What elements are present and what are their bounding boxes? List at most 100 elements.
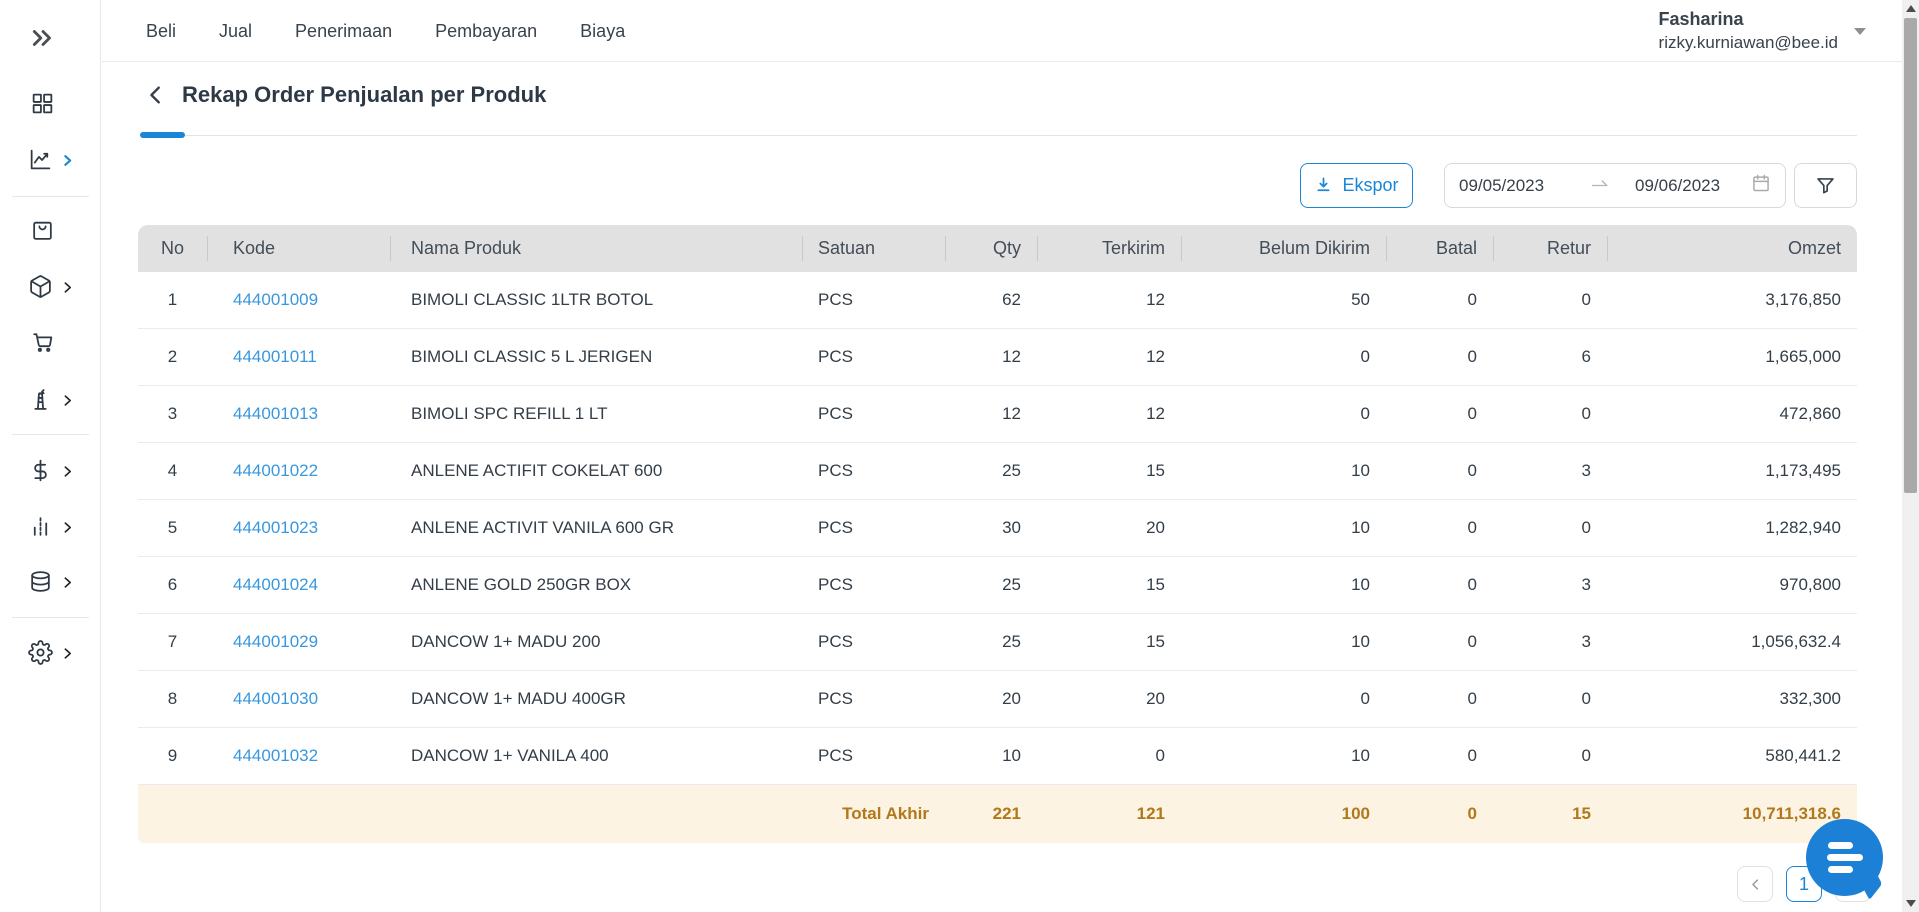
- user-menu[interactable]: Fasharina rizky.kurniawan@bee.id: [1659, 9, 1866, 53]
- sidebar-item-reports[interactable]: [0, 147, 101, 183]
- cell-terkirim: 15: [1037, 443, 1181, 500]
- product-code-link[interactable]: 444001029: [233, 632, 319, 651]
- sidebar-item-settings[interactable]: [0, 640, 101, 676]
- chevron-left-icon: [150, 86, 160, 104]
- cell-nama-produk: BIMOLI CLASSIC 1LTR BOTOL: [390, 272, 802, 329]
- cell-nama-produk: DANCOW 1+ MADU 400GR: [390, 671, 802, 728]
- table-row: 4 444001022 ANLENE ACTIFIT COKELAT 600 PCS 2…: [138, 443, 1857, 500]
- total-label: Total Akhir: [802, 785, 945, 843]
- cell-omzet: 332,300: [1607, 671, 1857, 728]
- product-code-link[interactable]: 444001011: [233, 347, 317, 366]
- nav-item-pembayaran[interactable]: Pembayaran: [435, 20, 538, 41]
- cell-nama-produk: ANLENE GOLD 250GR BOX: [390, 557, 802, 614]
- dollar-icon: [28, 458, 53, 488]
- cell-terkirim: 15: [1037, 557, 1181, 614]
- cell-nama-produk: ANLENE ACTIFIT COKELAT 600: [390, 443, 802, 500]
- cell-retur: 3: [1493, 557, 1607, 614]
- cell-belum-dikirim: 0: [1181, 329, 1386, 386]
- cell-belum-dikirim: 10: [1181, 614, 1386, 671]
- sidebar-item-products[interactable]: [0, 274, 101, 310]
- product-code-link[interactable]: 444001024: [233, 575, 319, 594]
- back-button[interactable]: [145, 84, 167, 106]
- product-code-link[interactable]: 444001022: [233, 461, 319, 480]
- column-header-nama-produk: Nama Produk: [390, 225, 802, 272]
- chevron-left-icon: [1751, 878, 1758, 890]
- column-header-terkirim: Terkirim: [1037, 225, 1181, 272]
- sidebar-item-manufacturing[interactable]: [0, 387, 101, 423]
- cell-batal: 0: [1386, 671, 1493, 728]
- top-navigation: Beli Jual Penerimaan Pembayaran Biaya: [146, 0, 625, 62]
- scrollbar-thumb[interactable]: [1904, 18, 1917, 493]
- product-code-link[interactable]: 444001032: [233, 746, 319, 765]
- product-code-link[interactable]: 444001030: [233, 689, 319, 708]
- chevron-right-icon: [61, 576, 74, 594]
- cell-qty: 25: [945, 614, 1037, 671]
- date-range-picker[interactable]: 09/05/2023 09/06/2023: [1444, 163, 1786, 208]
- double-chevron-right-icon: [30, 25, 56, 56]
- cell-omzet: 1,056,632.4: [1607, 614, 1857, 671]
- cell-qty: 62: [945, 272, 1037, 329]
- pagination-prev-button[interactable]: [1737, 866, 1773, 902]
- nav-item-beli[interactable]: Beli: [146, 20, 177, 41]
- cell-kode: 444001023: [207, 500, 390, 557]
- cell-terkirim: 12: [1037, 386, 1181, 443]
- table-row: 6 444001024 ANLENE GOLD 250GR BOX PCS 25 15 10…: [138, 557, 1857, 614]
- cell-retur: 6: [1493, 329, 1607, 386]
- product-code-link[interactable]: 444001023: [233, 518, 319, 537]
- cell-belum-dikirim: 0: [1181, 386, 1386, 443]
- cell-satuan: PCS: [802, 557, 945, 614]
- nav-item-biaya[interactable]: Biaya: [580, 20, 626, 41]
- filter-button[interactable]: [1794, 163, 1857, 208]
- cell-kode: 444001030: [207, 671, 390, 728]
- total-belum-dikirim: 100: [1181, 785, 1386, 843]
- cell-belum-dikirim: 0: [1181, 671, 1386, 728]
- product-code-link[interactable]: 444001013: [233, 404, 319, 423]
- nav-item-jual[interactable]: Jual: [219, 20, 253, 41]
- total-row: Total Akhir 221 121 100 0 15 10,711,318.6: [138, 785, 1857, 843]
- user-name: Fasharina: [1658, 9, 1744, 29]
- grid-icon: [30, 91, 55, 121]
- chevron-right-icon: [61, 154, 74, 172]
- date-start-input[interactable]: 09/05/2023: [1459, 175, 1545, 195]
- scroll-up-arrow[interactable]: [1902, 0, 1919, 17]
- date-end-input[interactable]: 09/06/2023: [1635, 175, 1721, 195]
- chat-widget-button[interactable]: [1806, 819, 1883, 896]
- sidebar-item-shop[interactable]: [0, 218, 101, 254]
- funnel-icon: [1817, 178, 1834, 194]
- cell-terkirim: 15: [1037, 614, 1181, 671]
- cell-retur: 0: [1493, 386, 1607, 443]
- cell-no: 4: [138, 443, 207, 500]
- total-qty: 221: [945, 785, 1037, 843]
- table-row: 3 444001013 BIMOLI SPC REFILL 1 LT PCS 12 12 0…: [138, 386, 1857, 443]
- sidebar-item-master-data[interactable]: [0, 569, 101, 605]
- cell-satuan: PCS: [802, 272, 945, 329]
- cell-omzet: 580,441.2: [1607, 728, 1857, 785]
- table-header: No Kode Nama Produk Satuan Qty Terkirim Belum …: [138, 225, 1857, 272]
- cell-kode: 444001011: [207, 329, 390, 386]
- sidebar-item-finance[interactable]: [0, 458, 101, 494]
- cell-no: 1: [138, 272, 207, 329]
- product-code-link[interactable]: 444001009: [233, 290, 319, 309]
- sidebar-item-statistics[interactable]: [0, 514, 101, 550]
- sidebar-collapse-button[interactable]: [0, 25, 101, 61]
- column-header-no: No: [138, 225, 207, 272]
- table-row: 9 444001032 DANCOW 1+ VANILA 400 PCS 10 0 10 0 0…: [138, 728, 1857, 785]
- database-icon: [28, 569, 53, 599]
- export-button[interactable]: Ekspor: [1300, 163, 1413, 208]
- cell-retur: 0: [1493, 728, 1607, 785]
- cell-satuan: PCS: [802, 329, 945, 386]
- sidebar-item-purchases[interactable]: [0, 329, 101, 365]
- cell-kode: 444001029: [207, 614, 390, 671]
- cell-retur: 0: [1493, 500, 1607, 557]
- sidebar-divider: [12, 196, 89, 197]
- cell-no: 9: [138, 728, 207, 785]
- line-chart-icon: [28, 147, 53, 177]
- cell-belum-dikirim: 10: [1181, 443, 1386, 500]
- scroll-down-arrow[interactable]: [1902, 895, 1919, 912]
- cell-nama-produk: BIMOLI CLASSIC 5 L JERIGEN: [390, 329, 802, 386]
- chevron-right-icon: [61, 394, 74, 412]
- browser-scrollbar[interactable]: [1902, 0, 1919, 912]
- cell-kode: 444001013: [207, 386, 390, 443]
- nav-item-penerimaan[interactable]: Penerimaan: [295, 20, 393, 41]
- sidebar-item-dashboard[interactable]: [0, 91, 101, 127]
